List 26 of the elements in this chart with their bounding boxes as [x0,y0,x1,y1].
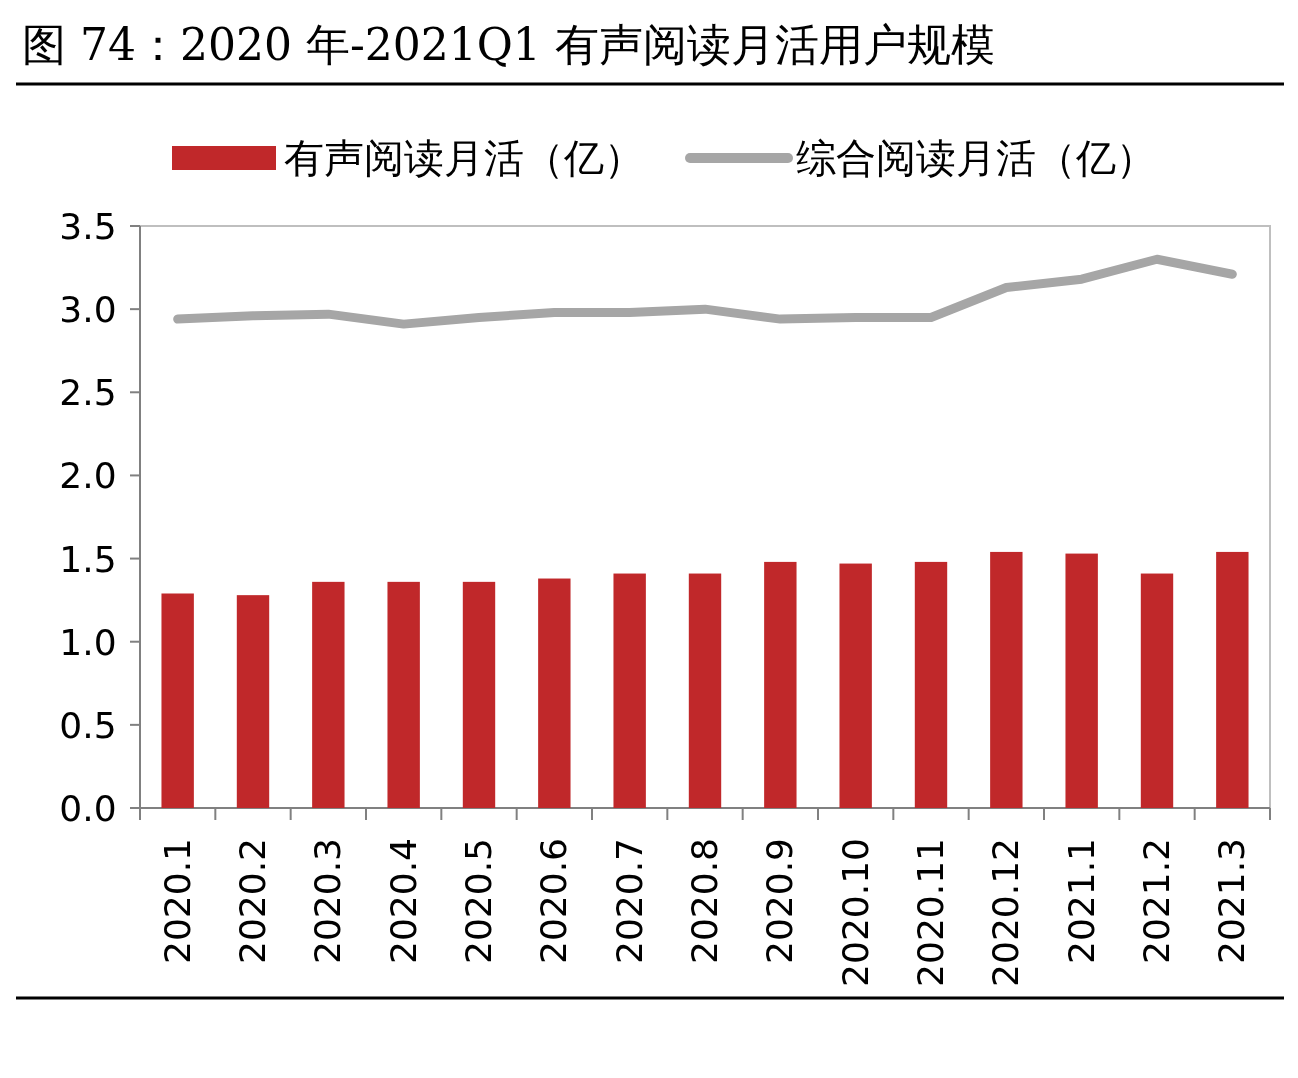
x-tick-label: 2020.4 [382,838,424,964]
x-tick-label: 2020.5 [458,838,499,964]
legend-label: 有声阅读月活（亿） [284,135,644,181]
x-tick-label: 2020.12 [985,838,1027,987]
x-tick-label: 2020.9 [759,838,801,964]
x-tick-label: 2020.3 [307,838,349,964]
y-tick-label: 3.0 [59,289,117,331]
y-tick-label: 1.0 [59,621,117,663]
legend-label: 综合阅读月活（亿） [796,135,1156,181]
y-tick-label: 0.0 [59,788,117,829]
x-tick-label: 2020.11 [910,838,951,987]
y-tick-label: 2.0 [59,455,117,497]
y-tick-label: 2.5 [59,372,117,414]
x-tick-label: 2020.8 [684,838,725,964]
x-tick-label: 2020.2 [232,838,273,964]
x-tick-label: 2021.2 [1136,838,1177,964]
x-tick-label: 2021.1 [1060,838,1102,964]
y-tick-label: 1.5 [59,538,117,580]
x-tick-label: 2020.6 [533,838,575,964]
x-tick-label: 2021.3 [1211,838,1253,964]
chart-title: 图 74：2020 年-2021Q1 有声阅读月活用户规模 [22,19,995,70]
x-tick-label: 2020.7 [608,838,650,964]
x-tick-label: 2020.10 [834,838,876,987]
x-tick-label: 2020.1 [156,838,198,964]
y-tick-label: 0.5 [59,704,117,746]
y-tick-label: 3.5 [59,206,117,247]
